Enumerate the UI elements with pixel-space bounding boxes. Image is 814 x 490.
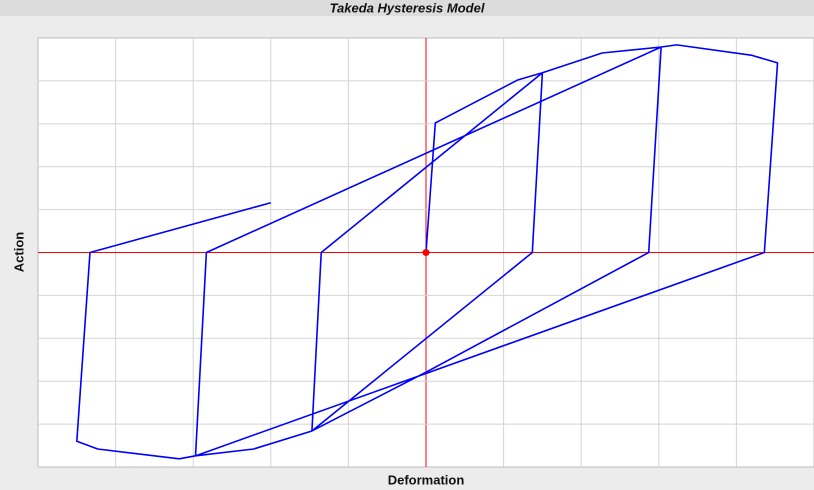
chart-title: Takeda Hysteresis Model bbox=[330, 0, 485, 15]
title-bar bbox=[0, 0, 814, 16]
x-axis-label: Deformation bbox=[388, 472, 465, 487]
start-point bbox=[422, 249, 430, 256]
y-axis-label: Action bbox=[11, 232, 26, 273]
hysteresis-line bbox=[76, 44, 779, 460]
